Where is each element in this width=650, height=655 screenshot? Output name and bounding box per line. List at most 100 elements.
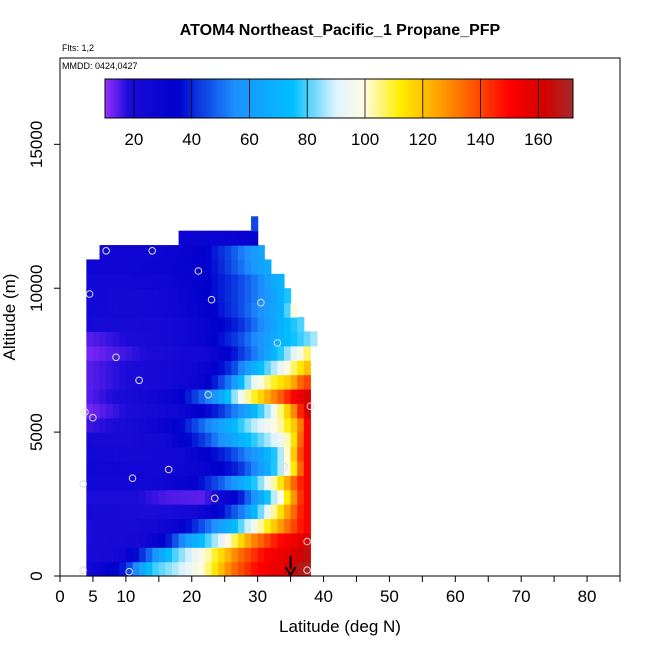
heatmap-cell	[284, 288, 292, 304]
colorbar-segment	[473, 79, 476, 118]
heatmap-cell	[185, 460, 193, 476]
colorbar-segment	[255, 79, 258, 118]
heatmap-cell	[218, 388, 226, 404]
heatmap-cell	[99, 317, 107, 332]
heatmap-cell	[198, 446, 206, 462]
x-tick-label: 10	[116, 587, 135, 606]
heatmap-cell	[297, 331, 305, 347]
heatmap-cell	[303, 403, 311, 419]
heatmap-cell	[185, 446, 193, 462]
colorbar-segment	[287, 79, 290, 118]
heatmap-cell	[218, 230, 226, 246]
heatmap-cell	[251, 374, 259, 390]
heatmap-cell	[224, 489, 232, 505]
heatmap-cell	[277, 288, 285, 304]
heatmap-cell	[198, 374, 206, 390]
heatmap-cell	[218, 475, 226, 491]
colorbar-segment	[557, 79, 560, 118]
heatmap-cell	[237, 259, 246, 275]
colorbar-segment	[165, 79, 168, 118]
x-tick-label: 60	[446, 587, 465, 606]
heatmap-cell	[106, 317, 114, 332]
location-arrow	[284, 555, 297, 577]
y-tick-label: 0	[27, 571, 46, 580]
heatmap-cell	[270, 561, 279, 577]
heatmap-cell	[92, 273, 101, 289]
heatmap-cell	[211, 288, 219, 304]
heatmap-cell	[99, 547, 107, 563]
heatmap-cell	[92, 288, 101, 304]
heatmap-cell	[277, 388, 285, 404]
heatmap-cell	[297, 504, 305, 520]
heatmap-cell	[125, 504, 134, 520]
heatmap-cell	[244, 360, 252, 376]
heatmap-cell	[152, 259, 160, 275]
heatmap-cell	[270, 460, 279, 476]
heatmap-cell	[198, 245, 206, 261]
heatmap-cell	[237, 345, 246, 361]
heatmap-cell	[165, 489, 173, 505]
heatmap-cell	[172, 532, 180, 548]
heatmap-cell	[165, 302, 173, 318]
heatmap-cell	[264, 432, 272, 448]
heatmap-cell	[132, 504, 140, 520]
heatmap-cell	[277, 532, 285, 548]
heatmap-cell	[237, 518, 246, 534]
heatmap-cell	[139, 547, 147, 563]
heatmap-cell	[277, 432, 285, 448]
colorbar-segment	[397, 79, 400, 118]
heatmap-cell	[198, 417, 206, 433]
heatmap-cell	[237, 245, 246, 261]
heatmap-cell	[158, 302, 167, 318]
colorbar-segment	[439, 79, 442, 118]
heatmap-cell	[185, 532, 193, 548]
heatmap-cell	[106, 446, 114, 462]
colorbar-segment	[211, 79, 214, 118]
heatmap-cell	[152, 302, 160, 318]
heatmap-cell	[165, 403, 173, 419]
colorbar-segment	[501, 79, 504, 118]
heatmap-cell	[290, 403, 298, 419]
colorbar-segment	[377, 79, 380, 118]
heatmap-cell	[178, 259, 186, 275]
colorbar-segment	[453, 79, 456, 118]
heatmap-cell	[284, 547, 292, 563]
heatmap-cell	[244, 403, 252, 419]
heatmap-cell	[211, 230, 219, 246]
heatmap-cell	[112, 245, 120, 261]
heatmap-cell	[86, 518, 94, 534]
colorbar-segment	[517, 79, 520, 118]
colorbar-segment	[283, 79, 286, 118]
heatmap-cell	[178, 460, 186, 476]
heatmap-cell	[152, 446, 160, 462]
heatmap-cell	[99, 302, 107, 318]
heatmap-cell	[139, 360, 147, 376]
heatmap-cell	[92, 360, 101, 376]
heatmap-cell	[251, 532, 259, 548]
heatmap-cell	[165, 460, 173, 476]
heatmap-cell	[251, 273, 259, 289]
heatmap-cell	[284, 317, 292, 332]
heatmap-cell	[270, 331, 279, 347]
colorbar-segment	[157, 79, 160, 118]
heatmap-cell	[237, 360, 246, 376]
heatmap-cell	[237, 417, 246, 433]
colorbar-segment	[315, 79, 318, 118]
heatmap-cell	[185, 259, 193, 275]
heatmap-cell	[264, 345, 272, 361]
heatmap-cell	[191, 532, 199, 548]
heatmap-cell	[172, 345, 180, 361]
colorbar-segment	[355, 79, 358, 118]
colorbar-segment	[505, 79, 508, 118]
heatmap-cell	[92, 388, 101, 404]
sample-markers	[79, 247, 315, 576]
colorbar-segment	[533, 79, 536, 118]
heatmap-cell	[297, 489, 305, 505]
colorbar-segment	[465, 79, 468, 118]
heatmap-cell	[303, 374, 311, 390]
heatmap-cell	[152, 432, 160, 448]
heatmap-cell	[92, 446, 101, 462]
heatmap-cell	[244, 302, 252, 318]
y-tick-label: 15000	[27, 121, 46, 168]
heatmap-cell	[251, 475, 259, 491]
